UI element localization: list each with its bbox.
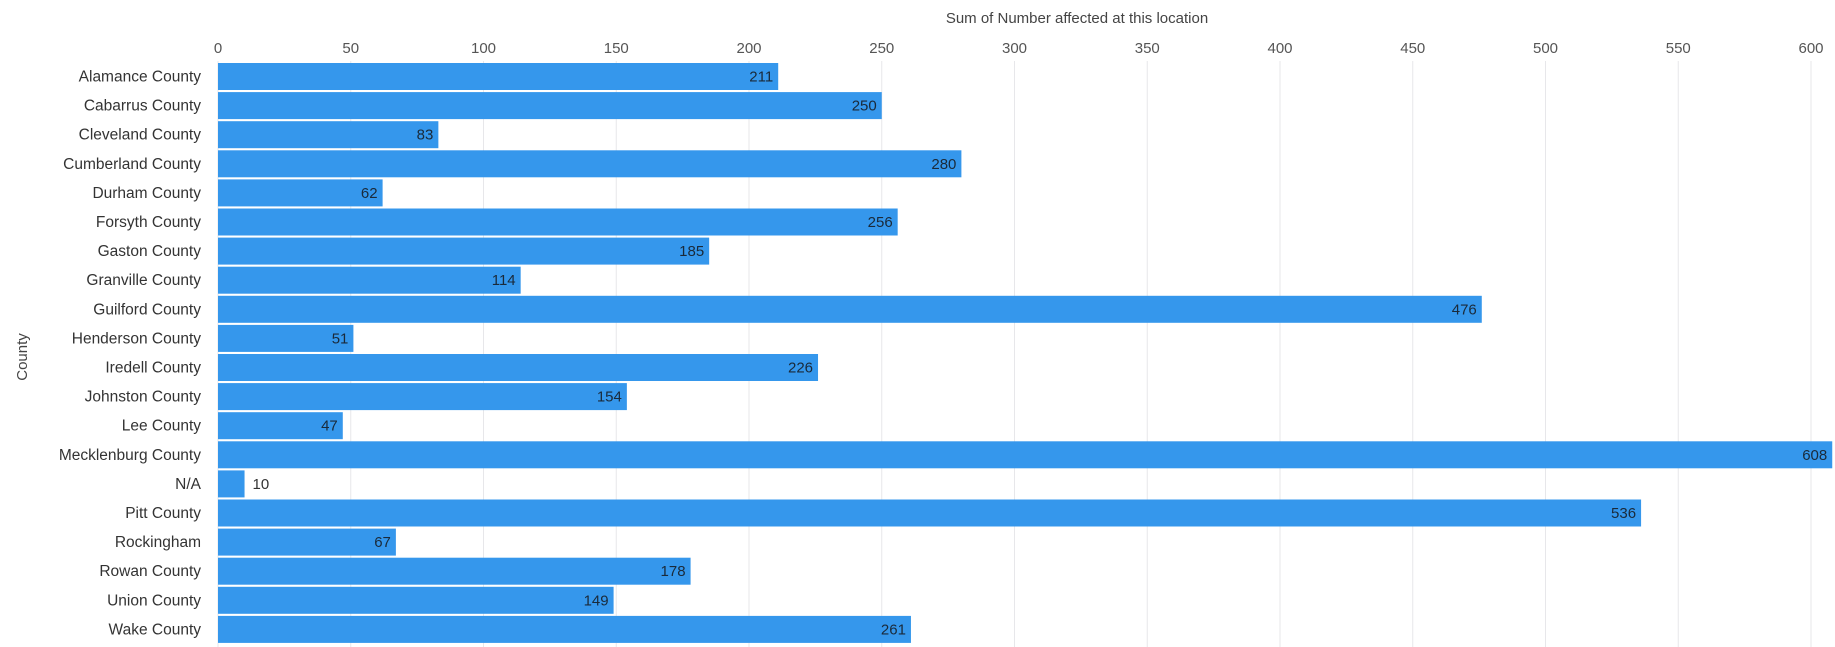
data-label: 62 — [361, 185, 378, 202]
data-label: 51 — [332, 330, 349, 347]
category-label: Guilford County — [93, 301, 201, 318]
category-label: Union County — [107, 592, 201, 609]
category-label: Cleveland County — [79, 127, 202, 144]
x-tick-label: 450 — [1400, 40, 1425, 57]
data-label: 178 — [661, 563, 686, 580]
bar — [218, 92, 882, 120]
bar — [218, 237, 710, 265]
bar — [218, 586, 614, 614]
x-tick-label: 50 — [342, 40, 359, 57]
data-label: 226 — [788, 360, 813, 377]
x-axis-title: Sum of Number affected at this location — [946, 10, 1208, 27]
data-label: 185 — [679, 243, 704, 260]
data-label: 83 — [417, 127, 434, 144]
bar — [218, 383, 627, 411]
category-label: Durham County — [92, 185, 201, 202]
category-label: Lee County — [122, 418, 202, 435]
data-label: 261 — [881, 621, 906, 638]
data-label: 114 — [492, 272, 516, 289]
data-label: 10 — [253, 476, 270, 493]
category-label: Pitt County — [125, 505, 201, 522]
x-tick-label: 150 — [604, 40, 629, 57]
bar — [218, 412, 343, 440]
category-label: Granville County — [86, 272, 201, 289]
data-label: 211 — [749, 69, 773, 86]
x-tick-label: 500 — [1533, 40, 1558, 57]
x-tick-label: 250 — [869, 40, 894, 57]
data-label: 280 — [931, 156, 956, 173]
data-label: 154 — [597, 389, 622, 406]
category-label: Rockingham — [115, 534, 201, 551]
data-label: 476 — [1452, 301, 1477, 318]
category-label: Rowan County — [99, 563, 201, 580]
data-label: 536 — [1611, 505, 1636, 522]
data-label: 67 — [374, 534, 391, 551]
data-label: 149 — [584, 592, 609, 609]
category-label: Wake County — [109, 621, 202, 638]
bar — [218, 295, 1482, 323]
x-axis-ticks: 0 50 100 150 200 250 300 350 400 450 500 550 600 — [214, 40, 1824, 57]
x-tick-label: 200 — [736, 40, 761, 57]
y-axis-category-labels: Alamance County Cabarrus County Cleveland … — [59, 69, 202, 639]
x-tick-label: 100 — [471, 40, 496, 57]
category-label: Henderson County — [72, 330, 201, 347]
bar — [218, 63, 779, 90]
y-axis-title: County — [14, 333, 31, 381]
category-label: Cabarrus County — [84, 98, 201, 115]
bar — [218, 499, 1642, 527]
category-label: Alamance County — [79, 69, 202, 86]
data-label: 47 — [321, 418, 338, 435]
x-tick-label: 300 — [1002, 40, 1027, 57]
x-tick-label: 600 — [1798, 40, 1823, 57]
bar — [218, 615, 911, 643]
data-label: 608 — [1802, 447, 1827, 464]
bar — [218, 470, 245, 498]
data-label: 250 — [852, 98, 877, 115]
bar — [218, 354, 819, 381]
bar — [218, 179, 383, 207]
bar — [218, 266, 521, 294]
category-label: Johnston County — [85, 389, 202, 406]
category-label: Mecklenburg County — [59, 447, 201, 464]
x-tick-label: 550 — [1666, 40, 1691, 57]
bar — [218, 150, 962, 178]
category-label: Cumberland County — [63, 156, 201, 173]
category-label: N/A — [175, 476, 202, 493]
category-label: Gaston County — [98, 243, 202, 260]
bars: 211 250 83 280 62 256 185 114 476 51 226 154 47 608 10… — [218, 63, 1833, 643]
category-label: Iredell County — [105, 360, 201, 377]
bar — [218, 121, 439, 149]
category-label: Forsyth County — [96, 214, 201, 231]
bar — [218, 557, 691, 585]
bar — [218, 324, 354, 352]
bar — [218, 208, 898, 236]
bar — [218, 528, 396, 556]
bar — [218, 441, 1833, 469]
data-label: 256 — [868, 214, 893, 231]
x-tick-label: 350 — [1135, 40, 1160, 57]
x-tick-label: 400 — [1267, 40, 1292, 57]
x-tick-label: 0 — [214, 40, 222, 57]
